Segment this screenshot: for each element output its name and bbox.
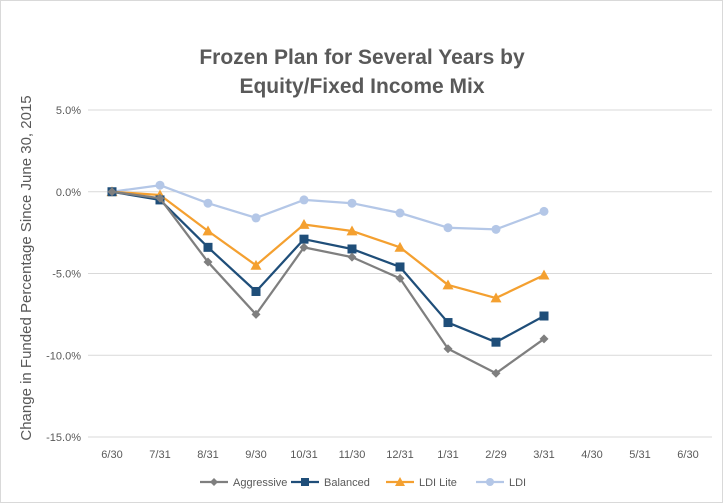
gridlines	[88, 109, 712, 438]
y-tick-label: 0.0%	[56, 187, 81, 199]
x-tick-label: 1/31	[437, 449, 458, 461]
data-point-circle	[443, 223, 453, 233]
legend-label: LDI Lite	[419, 477, 457, 489]
data-point-triangle	[346, 225, 358, 236]
data-point-diamond	[395, 273, 405, 283]
data-point-square	[299, 234, 309, 244]
series-ldi	[107, 180, 549, 234]
x-tick-label: 2/29	[485, 449, 506, 461]
series-aggressive	[107, 187, 549, 378]
legend-item: Balanced	[291, 477, 370, 489]
x-tick-label: 8/31	[197, 449, 218, 461]
y-tick-label: 5.0%	[56, 105, 81, 117]
data-point-diamond	[539, 334, 549, 344]
data-point-circle	[491, 224, 501, 234]
legend-label: Aggressive	[233, 477, 287, 489]
data-point-triangle	[394, 241, 406, 252]
series-line	[111, 184, 545, 231]
y-tick-label: -15.0%	[46, 432, 81, 444]
data-point-diamond	[347, 252, 357, 262]
x-tick-label: 10/31	[290, 449, 318, 461]
y-tick-label: -10.0%	[46, 350, 81, 362]
data-point-circle	[539, 206, 549, 216]
x-tick-label: 6/30	[677, 449, 698, 461]
data-point-triangle	[250, 259, 262, 270]
data-point-diamond	[155, 193, 165, 203]
data-series	[106, 180, 550, 378]
data-point-circle	[203, 198, 213, 208]
legend-marker	[395, 477, 405, 486]
data-point-circle	[299, 195, 309, 205]
data-point-square	[395, 262, 405, 272]
data-point-square	[203, 242, 213, 252]
data-point-circle	[155, 180, 165, 190]
data-point-diamond	[107, 187, 117, 197]
data-point-square	[443, 318, 453, 328]
data-point-circle	[347, 198, 357, 208]
x-tick-label: 7/31	[149, 449, 170, 461]
legend: Aggressive Balanced LDI Lite LDI	[200, 477, 526, 489]
legend-marker	[301, 478, 309, 486]
data-point-diamond	[299, 242, 309, 252]
x-tick-label: 4/30	[581, 449, 602, 461]
y-axis-ticks: 5.0% 0.0% -5.0% -10.0% -15.0%	[46, 105, 81, 444]
data-point-diamond	[443, 344, 453, 354]
data-point-diamond	[251, 309, 261, 319]
x-tick-label: 5/31	[629, 449, 650, 461]
legend-label: LDI	[509, 477, 526, 489]
legend-item: LDI	[476, 477, 526, 489]
data-point-square	[251, 286, 261, 296]
x-axis-ticks: 6/30 7/31 8/31 9/30 10/31 11/30 12/31 1/31 2/29 3…	[101, 449, 698, 461]
legend-marker	[210, 478, 218, 486]
x-tick-label: 9/30	[245, 449, 266, 461]
chart-title-line-1: Frozen Plan for Several Years by	[199, 46, 525, 69]
data-point-diamond	[203, 257, 213, 267]
legend-item: LDI Lite	[386, 477, 457, 489]
series-line	[111, 190, 545, 375]
data-point-triangle	[490, 292, 502, 303]
data-point-triangle	[202, 225, 214, 236]
data-point-square	[491, 337, 501, 347]
y-axis-title: Change in Funded Percentage Since June 3…	[18, 95, 35, 440]
y-tick-label: -5.0%	[52, 269, 81, 281]
x-tick-label: 12/31	[386, 449, 414, 461]
data-point-square	[347, 244, 357, 254]
series-line	[111, 190, 545, 344]
x-tick-label: 11/30	[339, 449, 366, 461]
series-line	[111, 190, 545, 300]
data-point-circle	[251, 213, 261, 223]
x-tick-label: 3/31	[533, 449, 554, 461]
legend-item: Aggressive	[200, 477, 287, 489]
data-point-square	[539, 311, 549, 321]
series-balanced	[107, 187, 549, 347]
chart-title-line-2: Equity/Fixed Income Mix	[239, 75, 484, 98]
legend-label: Balanced	[324, 477, 370, 489]
legend-marker	[486, 478, 494, 486]
data-point-diamond	[491, 368, 501, 378]
data-point-triangle	[442, 279, 454, 290]
data-point-triangle	[538, 269, 550, 280]
data-point-circle	[395, 208, 405, 218]
data-point-triangle	[298, 218, 310, 229]
x-tick-label: 6/30	[101, 449, 122, 461]
